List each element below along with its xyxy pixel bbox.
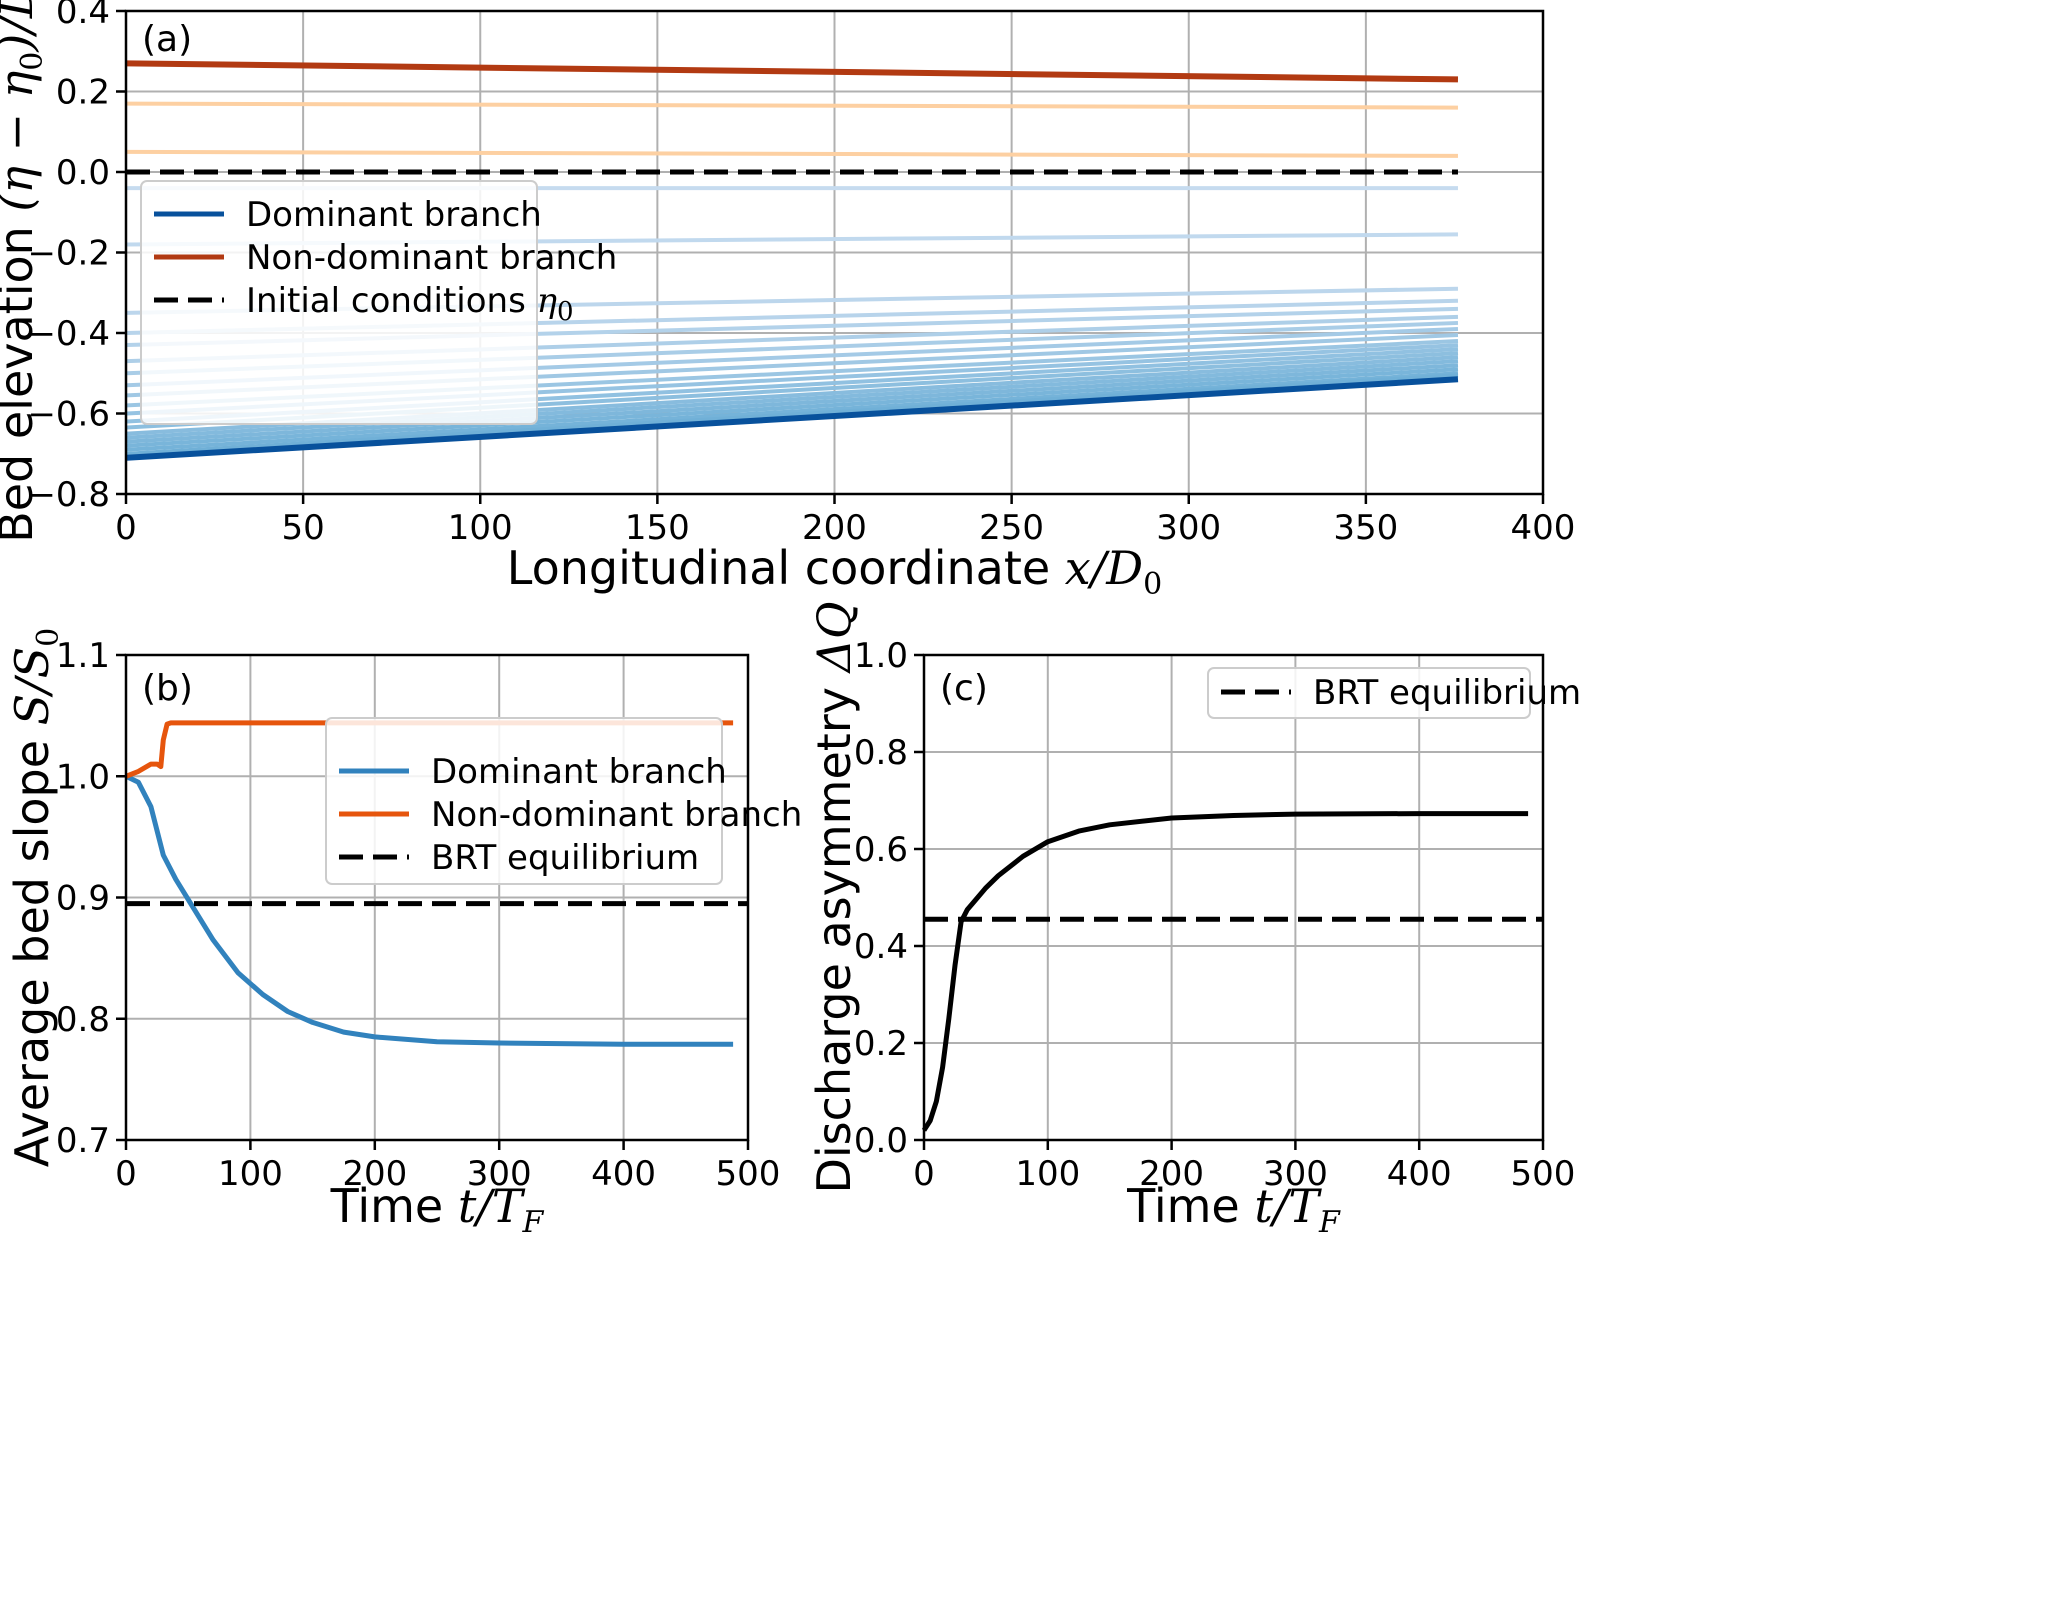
dominant-profile-line — [125, 367, 1459, 448]
x-axis-label: Time t/TF — [1126, 1179, 1341, 1240]
x-tick-label: 100 — [1015, 1154, 1080, 1194]
y-tick-label: −0.8 — [27, 475, 110, 515]
x-tick-label: 400 — [591, 1154, 656, 1194]
y-tick-label: 0.8 — [56, 1000, 110, 1040]
x-tick-label: 0 — [115, 508, 137, 548]
legend-label: Dominant branch — [431, 752, 727, 792]
y-tick-label: 0.2 — [854, 1024, 908, 1064]
x-tick-label: 0 — [913, 1154, 935, 1194]
legend-label: Non-dominant branch — [431, 795, 802, 835]
x-axis-label: Longitudinal coordinate x/D0 — [507, 541, 1162, 602]
panel-c-chart: 0 100 200 300 400 500 0.0 0.2 0.4 0.6 0.8 1.0 (c) Tim… — [807, 601, 1581, 1240]
panel-label: (c) — [940, 668, 988, 709]
nondominant-profile-line — [125, 101, 1458, 110]
dominant-profile-line — [125, 373, 1459, 456]
x-tick-label: 300 — [1156, 508, 1221, 548]
x-tick-label: 500 — [1511, 1154, 1576, 1194]
y-tick-label: −0.6 — [27, 395, 110, 435]
legend-label: Dominant branch — [246, 195, 542, 235]
y-tick-label: −0.2 — [27, 234, 110, 274]
x-tick-label: 150 — [625, 508, 690, 548]
dominant-profile-line — [125, 363, 1459, 444]
y-tick-label: 0.8 — [854, 733, 908, 773]
x-tick-label: 200 — [342, 1154, 407, 1194]
x-tick-label: 500 — [716, 1154, 781, 1194]
asymmetry-series-line — [921, 811, 1529, 1132]
dominant-branch-series-line — [124, 774, 734, 1047]
legend-box — [1207, 667, 1531, 719]
dominant-profile-line — [125, 376, 1459, 461]
x-tick-label: 200 — [1139, 1154, 1204, 1194]
x-tick-label: 100 — [448, 508, 513, 548]
legend-label: Non-dominant branch — [246, 238, 617, 278]
x-tick-label: 200 — [802, 508, 867, 548]
legend-box — [140, 180, 538, 425]
dominant-profile-line — [125, 371, 1459, 452]
x-tick-label: 400 — [1387, 1154, 1452, 1194]
x-tick-label: 250 — [979, 508, 1044, 548]
x-tick-label: 350 — [1333, 508, 1398, 548]
y-tick-label: 0.6 — [854, 830, 908, 870]
legend-label: BRT equilibrium — [1313, 673, 1581, 713]
y-axis-label: Average bed slope S/S0 — [5, 628, 66, 1167]
legend-label: Initial conditions η0 — [246, 281, 574, 327]
y-axis-label: Discharge asymmetry ΔQ — [807, 601, 861, 1193]
y-tick-label: 0.4 — [854, 927, 908, 967]
y-tick-label: 0.9 — [56, 879, 110, 919]
y-tick-label: −0.4 — [27, 314, 110, 354]
x-tick-label: 100 — [218, 1154, 283, 1194]
y-axis-label: Bed elevation (η − η0)/D0 — [0, 0, 50, 543]
x-tick-label: 0 — [115, 1154, 137, 1194]
legend-label: BRT equilibrium — [431, 838, 699, 878]
x-axis-label: Time t/TF — [330, 1179, 545, 1240]
x-tick-label: 300 — [467, 1154, 532, 1194]
panel-label: (b) — [142, 668, 193, 709]
y-tick-label: 0.0 — [854, 1121, 908, 1161]
legend-box — [325, 717, 723, 885]
plot-frame — [124, 653, 750, 1142]
y-tick-label: 0.0 — [56, 153, 110, 193]
y-tick-label: 1.0 — [854, 636, 908, 676]
y-tick-label: 1.0 — [56, 757, 110, 797]
y-tick-label: 0.2 — [56, 73, 110, 113]
plot-frame — [124, 9, 1545, 496]
nondominant-profile-line — [125, 60, 1459, 83]
panel-b-chart: 0 100 200 300 400 500 0.7 0.8 0.9 1.0 1.1 (b) Time t… — [5, 628, 802, 1240]
y-tick-label: 0.4 — [56, 0, 110, 32]
plot-frame — [922, 653, 1545, 1142]
panel-label: (a) — [142, 19, 192, 60]
panel-a-chart: 0 50 100 150 200 250 300 350 400 −0.8 −0.6 −0.4 −0.2… — [0, 0, 1575, 602]
x-tick-label: 300 — [1263, 1154, 1328, 1194]
nondominant-profile-line — [125, 149, 1458, 158]
y-tick-label: 0.7 — [56, 1121, 110, 1161]
x-tick-label: 50 — [281, 508, 324, 548]
x-tick-label: 400 — [1511, 508, 1576, 548]
y-tick-label: 1.1 — [56, 636, 110, 676]
